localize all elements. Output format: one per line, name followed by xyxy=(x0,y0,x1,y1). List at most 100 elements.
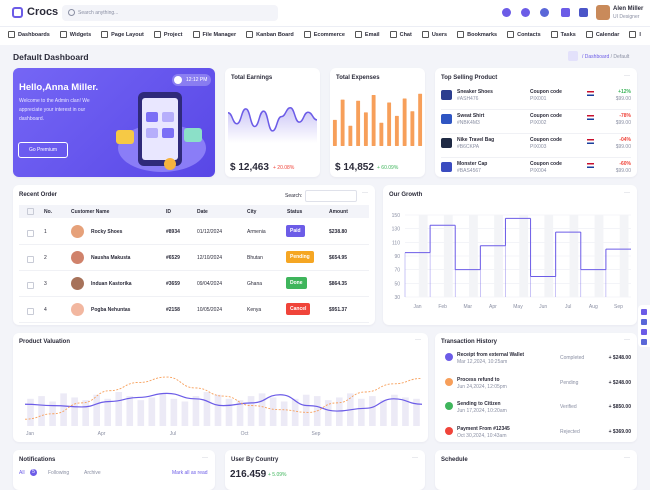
app-tile xyxy=(162,112,174,122)
more-button[interactable]: ··· xyxy=(624,455,630,461)
transaction-amount: + $369.00 xyxy=(608,428,631,435)
order-date: 12/10/2024 xyxy=(197,255,223,261)
more-button[interactable]: ··· xyxy=(202,455,208,461)
order-amount: $238.80 xyxy=(329,229,348,235)
transaction-amount: + $248.00 xyxy=(608,379,631,386)
customer-name: Induan Kastorika xyxy=(91,281,132,287)
status-badge: Paid xyxy=(286,225,305,237)
table-search[interactable] xyxy=(305,190,357,202)
nav-item[interactable]: Email xyxy=(354,31,380,38)
tab-active[interactable]: All xyxy=(19,470,25,476)
valuation-bar xyxy=(280,401,288,426)
checkbox[interactable] xyxy=(27,256,34,263)
valuation-bar xyxy=(391,394,398,426)
brand[interactable]: Crocs xyxy=(27,6,59,18)
nav-item[interactable]: Tasks xyxy=(550,31,576,38)
column-header: No. xyxy=(44,209,53,215)
transaction-amount: + $248.00 xyxy=(608,355,631,361)
breadcrumb-link[interactable]: / Dashboard / Default xyxy=(582,54,629,60)
nav-item[interactable]: Bookmarks xyxy=(457,31,497,38)
breadcrumb-item[interactable]: Dashboard xyxy=(584,54,610,60)
more-button[interactable]: ··· xyxy=(624,190,630,196)
nav-item[interactable]: Chat xyxy=(389,31,412,38)
column-header: Customer Name xyxy=(71,209,110,215)
transaction-status: Verified xyxy=(560,404,577,410)
mail-icon[interactable] xyxy=(561,8,570,17)
expense-bar xyxy=(356,100,361,146)
expense-bar xyxy=(402,98,407,146)
notification-icon[interactable] xyxy=(502,8,511,17)
nav-item[interactable]: Kanban Board xyxy=(246,31,294,38)
transaction-title: Payment From #12345 xyxy=(457,425,510,432)
valuation-bar xyxy=(402,397,409,426)
welcome-title: Hello,Anna Miller. xyxy=(19,82,99,93)
mark-read[interactable]: Mark all as read xyxy=(172,470,208,476)
checkbox[interactable] xyxy=(27,308,34,315)
nav-icon xyxy=(101,31,109,38)
y-tick-label: 30 xyxy=(394,295,400,301)
cart-icon[interactable] xyxy=(579,8,588,17)
tab[interactable]: Archive xyxy=(84,470,101,476)
nav-item[interactable]: Calendar xyxy=(585,31,619,38)
user-avatar[interactable] xyxy=(596,5,610,20)
nav-item[interactable]: I xyxy=(629,31,641,38)
valuation-bar xyxy=(181,401,189,426)
expenses-amount: $ 14,852 xyxy=(335,162,374,173)
nav-item[interactable]: Page Layout xyxy=(101,31,144,38)
home-icon[interactable] xyxy=(568,51,578,61)
valuation-bar xyxy=(324,400,332,426)
more-button[interactable]: ··· xyxy=(362,190,368,196)
nav-item[interactable]: Contacts xyxy=(507,31,541,38)
more-button[interactable]: ··· xyxy=(415,337,421,343)
side-icon[interactable] xyxy=(641,329,647,335)
premium-button[interactable]: Go Premium xyxy=(18,142,68,158)
nav-icon xyxy=(507,31,515,38)
theme-icon[interactable] xyxy=(540,8,549,17)
valuation-bar xyxy=(27,398,34,426)
nav-item[interactable]: Ecommerce xyxy=(303,31,345,38)
checkbox[interactable] xyxy=(27,282,34,289)
nav-icon xyxy=(59,31,67,38)
nav-item[interactable]: Project xyxy=(153,31,183,38)
transaction-status: Rejected xyxy=(560,428,580,435)
nav-item[interactable]: File Manager xyxy=(192,31,236,38)
tab[interactable]: Following xyxy=(48,470,70,476)
x-tick-label: Apr xyxy=(98,431,106,437)
y-tick-label: 90 xyxy=(394,254,400,260)
nav-label: I xyxy=(639,31,641,38)
search-box[interactable] xyxy=(62,5,278,21)
more-button[interactable]: ··· xyxy=(412,455,418,461)
valuation-bar xyxy=(258,393,266,426)
nav-item[interactable]: Users xyxy=(421,31,447,38)
growth-chart: 30 50 70 90 110 130 150 Jan Feb Mar Apr May Jun Jul Au… xyxy=(392,213,631,310)
expenses-change: + 60.09% xyxy=(377,165,399,171)
product-name: Sneaker Shoes xyxy=(457,89,493,95)
card-title: Transaction History xyxy=(441,339,498,345)
card-title: Schedule xyxy=(441,457,468,463)
nav-icon xyxy=(629,31,637,38)
x-tick-label: Aug xyxy=(589,304,598,310)
nav-item[interactable]: Widgets xyxy=(59,31,91,38)
valuation-bar xyxy=(291,398,299,426)
more-button[interactable]: ··· xyxy=(624,73,630,79)
message-icon[interactable] xyxy=(521,8,530,17)
nav-icon xyxy=(8,31,15,38)
side-icon[interactable] xyxy=(641,339,647,345)
product-code: #ASH476 xyxy=(457,96,479,102)
more-button[interactable]: ··· xyxy=(624,337,630,343)
order-city: Kenya xyxy=(247,307,262,313)
side-icon[interactable] xyxy=(641,309,647,315)
checkbox[interactable] xyxy=(27,230,34,237)
clock-icon xyxy=(174,76,182,84)
customer-name: Pogba Nehuntas xyxy=(91,307,131,313)
nav-item[interactable]: Dashboards xyxy=(8,31,50,38)
y-tick-label: 50 xyxy=(394,281,400,287)
nav-icon xyxy=(192,31,200,38)
order-amount: $864.35 xyxy=(329,281,348,287)
product-price: $99.00 xyxy=(615,96,631,102)
checkbox[interactable] xyxy=(27,208,34,215)
flag xyxy=(587,115,594,120)
side-icon[interactable] xyxy=(641,319,647,325)
status-badge: Pending xyxy=(286,251,314,263)
y-tick-label: 70 xyxy=(394,268,400,274)
